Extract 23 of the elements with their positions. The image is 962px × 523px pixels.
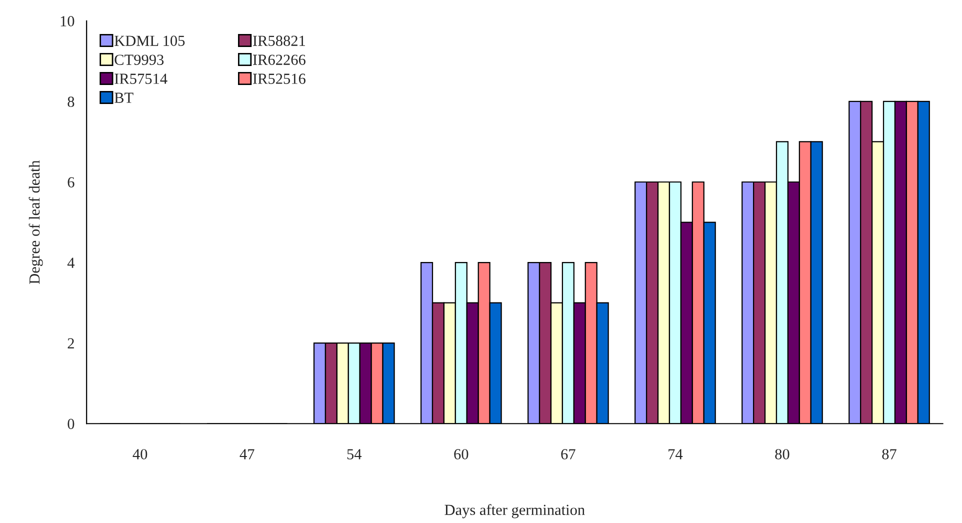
x-tick-label: 40 [132,449,148,460]
y-tick-label: 2 [68,338,74,348]
y-tick-label: 10 [60,16,74,26]
legend-label: IR62266 [253,54,306,65]
y-tick-label: 8 [68,96,74,107]
y-tick-label: 6 [68,177,74,188]
y-tick-label: 4 [67,258,75,268]
legend-label: IR58821 [253,36,306,46]
legend-label: CT9993 [114,54,164,65]
legend-label: BT [114,92,134,103]
x-tick-label: 74 [668,449,683,460]
x-tick-label: 67 [561,449,576,460]
x-tick-label: 87 [882,449,896,460]
y-tick-label: 0 [68,418,74,430]
x-axis-title: Days after germination [444,504,585,518]
x-tick-label: 80 [775,449,790,460]
x-tick-label: 54 [347,449,362,460]
x-tick-label: 47 [240,449,254,460]
y-axis-title: Degree of leaf death [28,160,43,284]
legend-label: KDML 105 [114,36,185,46]
legend-label: IR52516 [253,74,306,84]
x-tick-label: 60 [454,449,468,460]
legend-label: IR57514 [114,74,168,84]
